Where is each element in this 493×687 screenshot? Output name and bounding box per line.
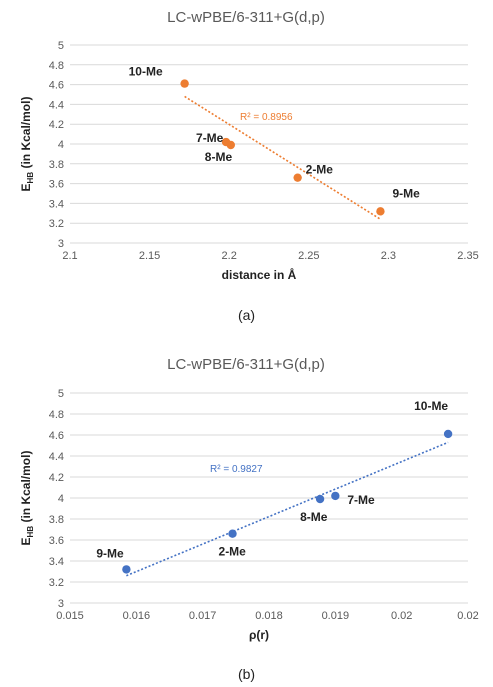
chart-panel-b: LC-wPBE/6-311+G(d,p) 3 3.2 3.4 3.6 3.8 4 4.2 4.4…	[0, 345, 493, 645]
trendline	[184, 95, 381, 220]
y-tick-label: 3.2	[49, 218, 64, 230]
chart-b: LC-wPBE/6-311+G(d,p) 3 3.2 3.4 3.6 3.8 4 4.2 4.4…	[19, 356, 479, 642]
data-point	[331, 491, 340, 501]
point-label: 8-Me	[300, 510, 328, 524]
caption-b: (b)	[237, 666, 256, 682]
point-label: 2-Me	[306, 163, 334, 177]
y-axis-label: EHB (in Kcal/mol)	[19, 97, 35, 192]
point-label: 7-Me	[196, 131, 224, 145]
y-tick-label: 4.2	[49, 472, 64, 484]
y-axis-label-rest: (in Kcal/mol)	[19, 97, 33, 172]
x-axis-label: distance in Å	[222, 267, 297, 282]
data-point	[443, 429, 453, 439]
chart-panel-a: LC-wPBE/6-311+G(d,p) 3 3.2 3.4 3.6 3.8 4 4.2 4.4…	[0, 0, 493, 300]
r-squared-label: R² = 0.8956	[240, 112, 293, 123]
y-tick-label: 4.8	[49, 409, 64, 421]
data-point	[226, 140, 235, 150]
y-tick-label: 4.2	[49, 119, 64, 131]
y-tick-label: 4	[58, 139, 64, 151]
x-tick-label: 0.02	[457, 610, 478, 622]
y-tick-label: 4.8	[49, 60, 64, 72]
y-tick-label: 5	[58, 388, 64, 400]
y-tick-label: 4.6	[49, 80, 64, 92]
x-tick-label: 0.018	[255, 610, 283, 622]
y-tick-label: 4	[58, 493, 64, 505]
x-tick-label: 0.019	[322, 610, 350, 622]
caption-a: (a)	[237, 307, 256, 323]
x-tick-label: 2.25	[298, 250, 319, 262]
r-squared-label: R² = 0.9827	[210, 464, 263, 475]
y-axis-label-sub: HB	[26, 172, 35, 184]
data-point	[376, 207, 385, 216]
data-point	[180, 79, 189, 88]
data-point	[315, 494, 325, 504]
point-label: 9-Me	[392, 186, 420, 200]
y-tick-label: 3.6	[49, 179, 64, 191]
y-tick-label: 3.6	[49, 535, 64, 547]
y-axis-label-sub: HB	[26, 526, 35, 538]
y-tick-label: 3.8	[49, 159, 64, 171]
x-axis-label: ρ(r)	[249, 628, 269, 642]
point-label: 9-Me	[96, 546, 124, 560]
y-tick-label: 3.2	[49, 577, 64, 589]
point-label: 8-Me	[205, 150, 233, 164]
x-tick-label: 2.35	[457, 250, 478, 262]
y-tick-label: 3.4	[49, 198, 64, 210]
y-tick-label: 4.6	[49, 430, 64, 442]
x-tick-label: 0.017	[189, 610, 217, 622]
chart-title: LC-wPBE/6-311+G(d,p)	[167, 9, 325, 26]
x-tick-label: 2.3	[381, 250, 396, 262]
y-axis-label-main: E	[19, 183, 33, 191]
data-point	[122, 565, 131, 574]
data-point	[228, 529, 237, 538]
y-tick-label: 3	[58, 238, 64, 250]
point-label: 7-Me	[347, 493, 375, 507]
point-label: 10-Me	[129, 65, 163, 79]
data-point	[293, 173, 302, 182]
y-tick-label: 3.8	[49, 514, 64, 526]
x-tick-label: 2.2	[222, 250, 237, 262]
chart-title: LC-wPBE/6-311+G(d,p)	[167, 356, 325, 373]
y-tick-label: 3	[58, 598, 64, 610]
y-axis-label-main: E	[19, 537, 33, 545]
point-label: 2-Me	[219, 545, 247, 559]
x-tick-label: 0.016	[123, 610, 151, 622]
x-tick-label: 0.015	[56, 610, 84, 622]
chart-a: LC-wPBE/6-311+G(d,p) 3 3.2 3.4 3.6 3.8 4 4.2 4.4…	[19, 9, 479, 282]
x-tick-label: 2.1	[62, 250, 77, 262]
y-axis-label-rest: (in Kcal/mol)	[19, 451, 33, 526]
y-tick-label: 4.4	[49, 99, 64, 111]
y-tick-label: 5	[58, 40, 64, 52]
x-tick-label: 0.02	[391, 610, 412, 622]
y-axis-label: EHB (in Kcal/mol)	[19, 451, 35, 546]
point-label: 10-Me	[414, 399, 448, 413]
trendline	[126, 441, 449, 577]
y-tick-label: 4.4	[49, 451, 64, 463]
x-tick-label: 2.15	[139, 250, 160, 262]
y-tick-label: 3.4	[49, 556, 64, 568]
